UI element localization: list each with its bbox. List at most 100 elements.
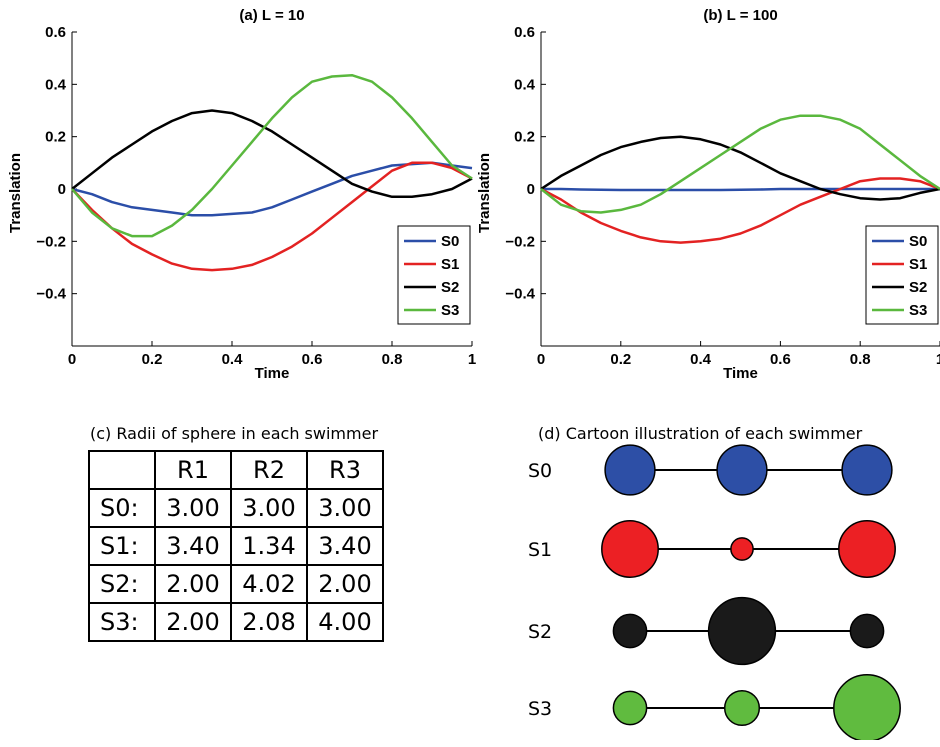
sphere-r1	[612, 690, 648, 726]
y-tick-label: −0.2	[505, 233, 535, 250]
sphere-r3	[833, 674, 901, 740]
x-tick-label: 0.8	[850, 351, 871, 368]
table-caption: (c) Radii of sphere in each swimmer	[90, 424, 379, 443]
series-line-s1	[540, 177, 940, 244]
table-row-header: S2:	[88, 564, 156, 604]
radii-table: R1 R2 R3 S0: 3.00 3.00 3.00 S1: 3.40 1.34 3.40 S2: 2…	[88, 450, 384, 642]
y-tick-label: 0.4	[514, 76, 536, 93]
x-axis-label: Time	[723, 365, 758, 382]
x-tick-label: 0.2	[142, 351, 163, 368]
x-tick-label: 0.6	[302, 351, 323, 368]
table-cell: 4.00	[306, 602, 384, 642]
swimmer-label: S1	[528, 539, 552, 561]
legend-box	[397, 225, 471, 325]
x-tick-label: 0.8	[382, 351, 403, 368]
x-tick-label: 0	[537, 351, 545, 368]
y-tick-label: −0.4	[505, 286, 535, 303]
sphere-r3	[838, 520, 896, 578]
table-row: S0: 3.00 3.00 3.00	[88, 488, 384, 528]
table-cell: 2.00	[306, 564, 384, 604]
sphere-r3	[841, 444, 893, 496]
legend-label-s0: S0	[441, 233, 459, 250]
table-cell: 3.00	[154, 488, 232, 528]
x-tick-label: 0.4	[690, 351, 712, 368]
swimmer-s2: S2	[528, 596, 885, 666]
sphere-r3	[849, 613, 885, 649]
swimmer-label: S2	[528, 621, 552, 643]
y-tick-label: −0.4	[36, 286, 66, 303]
plot-a: (a) L = 10 0 0.2 0.4 0.6 0.8 1 0.6 0.4 0.2 0 −0.2 −0…	[7, 7, 476, 382]
y-tick-label: 0.6	[514, 24, 535, 41]
swimmer-label: S0	[528, 460, 552, 482]
table-row-header: S0:	[88, 488, 156, 528]
legend-label-s3: S3	[909, 302, 927, 319]
table-cell: 2.08	[230, 602, 308, 642]
x-tick-label: 1	[468, 351, 476, 368]
legend-label-s0: S0	[909, 233, 927, 250]
swimmer-cartoon: S0 S1 S2 S3	[528, 444, 901, 740]
legend-box	[865, 225, 939, 325]
legend-label-s1: S1	[909, 256, 927, 273]
legend-label-s3: S3	[441, 302, 459, 319]
table-cell: 2.00	[154, 564, 232, 604]
sphere-r2	[723, 689, 761, 727]
table-column-header: R2	[230, 450, 308, 490]
cartoon-caption: (d) Cartoon illustration of each swimmer	[538, 424, 863, 443]
table-cell: 3.00	[230, 488, 308, 528]
plot-title: (b) L = 100	[703, 7, 777, 24]
table-cell: 3.00	[306, 488, 384, 528]
series-line-s3	[71, 73, 473, 238]
series-line-s0	[541, 187, 940, 192]
table-row: S1: 3.40 1.34 3.40	[88, 526, 384, 566]
y-tick-label: 0	[58, 181, 66, 198]
series-line-s3	[540, 114, 940, 214]
y-tick-label: 0.6	[45, 24, 66, 41]
y-tick-label: 0.2	[514, 129, 535, 146]
y-tick-label: −0.2	[36, 233, 66, 250]
series-line-s0	[71, 161, 473, 217]
swimmer-s3: S3	[528, 674, 901, 740]
line-plots: (a) L = 10 0 0.2 0.4 0.6 0.8 1 0.6 0.4 0.2 0 −0.2 −0…	[7, 7, 940, 382]
series-line-s2	[540, 135, 940, 201]
sphere-r1	[601, 520, 659, 578]
table-cell: 2.00	[154, 602, 232, 642]
table-row: S2: 2.00 4.02 2.00	[88, 564, 384, 604]
legend-label-s2: S2	[441, 279, 459, 296]
y-axis-label: Translation	[7, 153, 24, 233]
y-tick-label: 0.2	[45, 129, 66, 146]
x-tick-label: 0.6	[770, 351, 791, 368]
table-row: S3: 2.00 2.08 4.00	[88, 602, 384, 642]
table-header-row: R1 R2 R3	[88, 450, 384, 490]
table-column-header: R3	[306, 450, 384, 490]
series-line-s1	[71, 161, 473, 272]
y-tick-label: 0	[527, 181, 535, 198]
x-tick-label: 0	[68, 351, 76, 368]
legend: S0 S1 S2 S3	[865, 225, 939, 325]
legend-label-s2: S2	[909, 279, 927, 296]
plot-title: (a) L = 10	[239, 7, 304, 24]
table-row-header: S3:	[88, 602, 156, 642]
sphere-r2	[707, 596, 777, 666]
x-tick-label: 1	[936, 351, 940, 368]
plot-b: (b) L = 100 0 0.2 0.4 0.6 0.8 1 0.6 0.4 0.2 0 −0.2 −…	[476, 7, 940, 382]
table-cell: 4.02	[230, 564, 308, 604]
x-tick-label: 0.4	[222, 351, 244, 368]
table-column-header: R1	[154, 450, 232, 490]
legend-label-s1: S1	[441, 256, 459, 273]
sphere-r1	[612, 613, 648, 649]
x-tick-label: 0.2	[610, 351, 631, 368]
series-line-s2	[71, 109, 473, 199]
table-row-header: S1:	[88, 526, 156, 566]
sphere-r2	[716, 444, 768, 496]
legend: S0 S1 S2 S3	[397, 225, 471, 325]
x-axis-label: Time	[255, 365, 290, 382]
table-cell: 3.40	[154, 526, 232, 566]
table-corner-cell	[88, 450, 156, 490]
table-cell: 1.34	[230, 526, 308, 566]
sphere-r2	[730, 537, 754, 561]
sphere-r1	[604, 444, 656, 496]
swimmer-label: S3	[528, 698, 552, 720]
y-tick-label: 0.4	[45, 76, 67, 93]
swimmer-s0: S0	[528, 444, 893, 496]
swimmer-s1: S1	[528, 520, 896, 578]
